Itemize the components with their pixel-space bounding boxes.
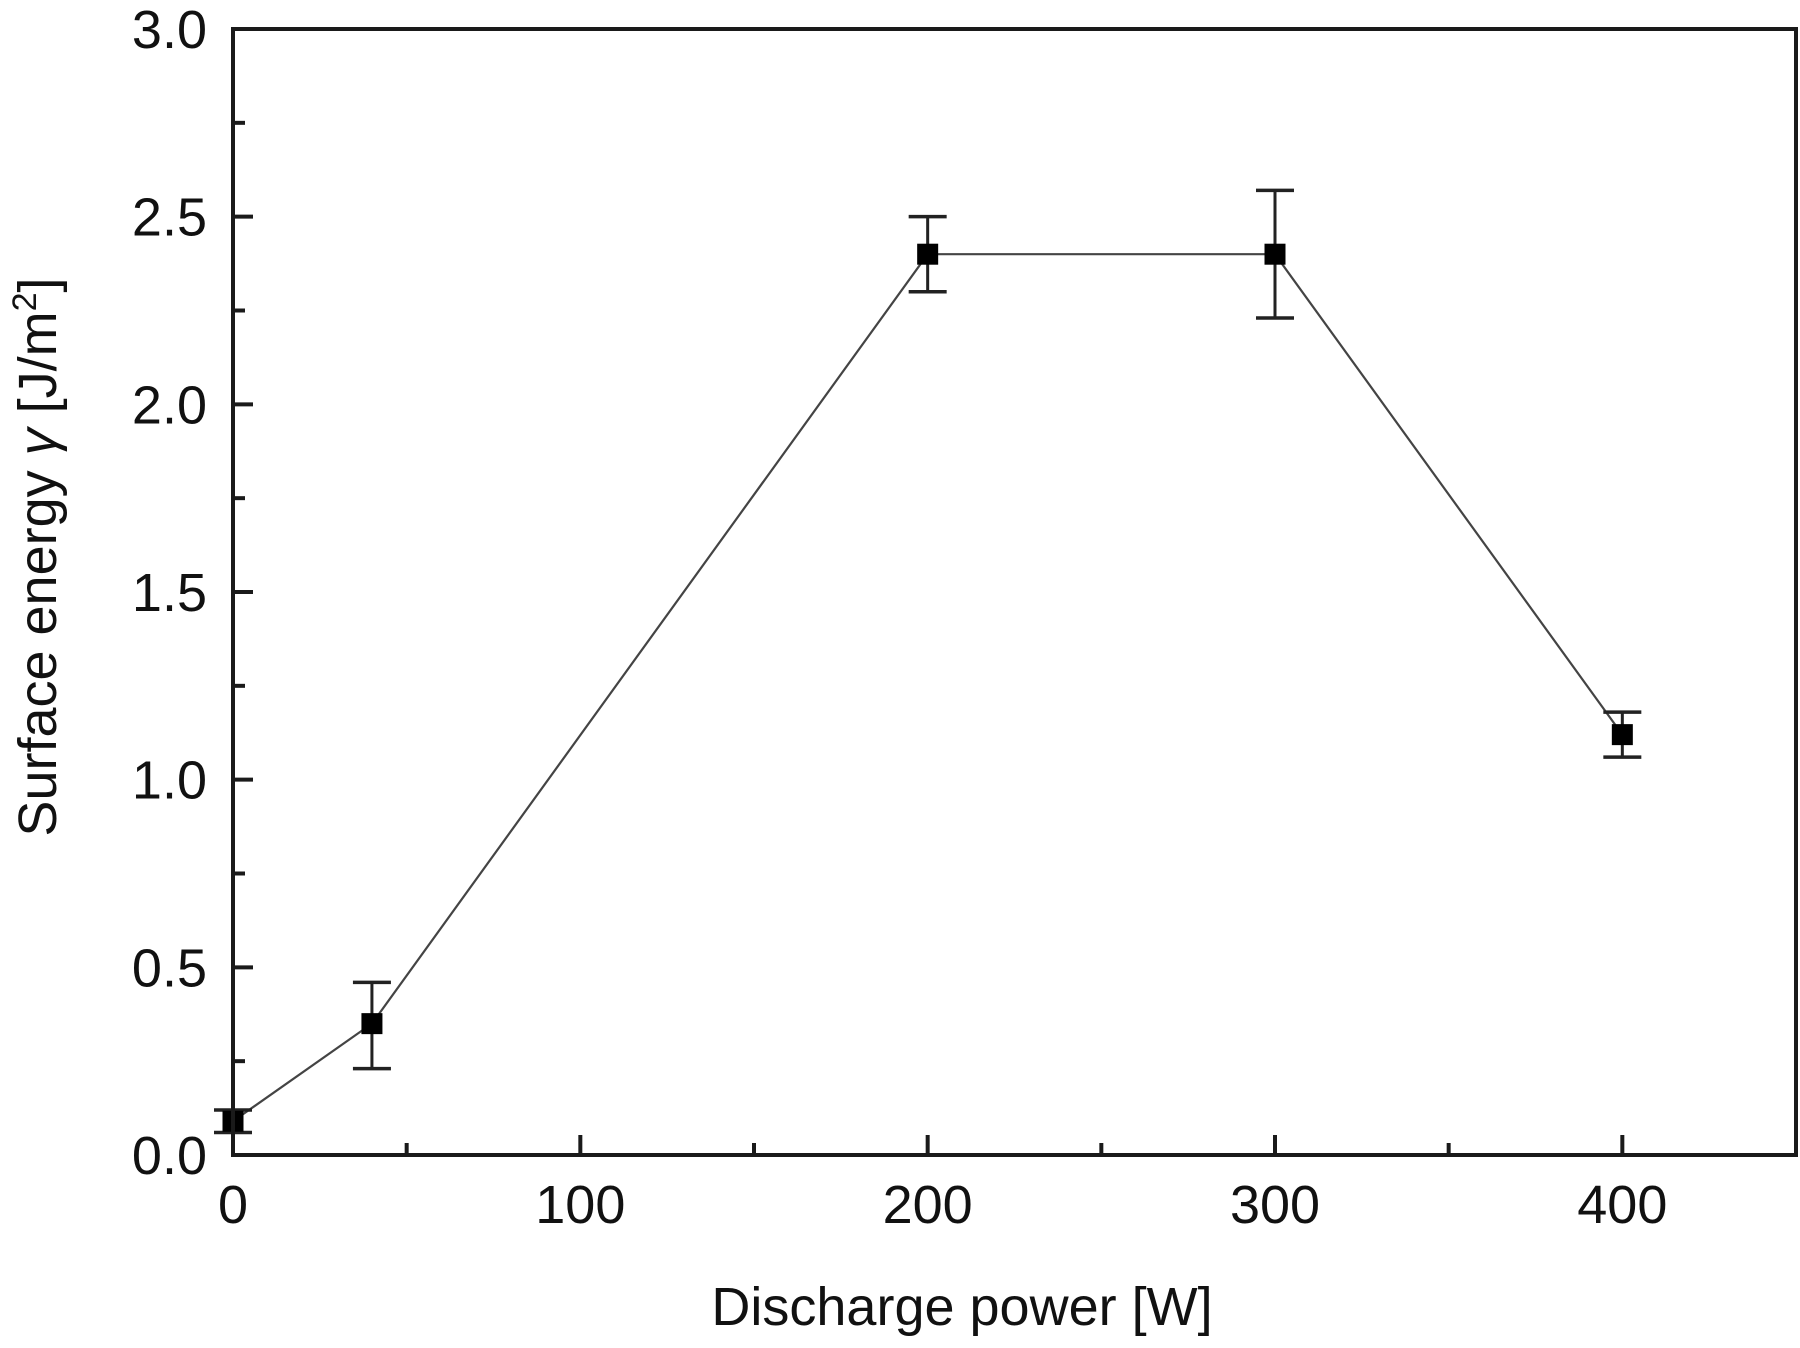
y-tick-label: 1.5 bbox=[132, 563, 207, 623]
y-axis-label: Surface energy γ [J/m2] bbox=[6, 277, 68, 836]
y-tick-label: 2.5 bbox=[132, 188, 207, 248]
y-axis-label-unit-close: ] bbox=[8, 277, 68, 292]
y-axis-label-main: Surface energy bbox=[8, 455, 68, 836]
data-series bbox=[214, 188, 1642, 1135]
y-axis-ticks: 0.0 0.5 1.0 1.5 2.0 2.5 3.0 bbox=[132, 0, 253, 1186]
square-marker bbox=[1611, 724, 1633, 746]
square-marker bbox=[917, 243, 939, 265]
y-axis-label-superscript: 2 bbox=[6, 292, 44, 311]
x-tick-label: 100 bbox=[535, 1175, 625, 1235]
x-tick-label: 0 bbox=[218, 1175, 248, 1235]
data-point bbox=[1256, 188, 1294, 320]
y-tick-label: 1.0 bbox=[132, 751, 207, 811]
x-tick-label: 200 bbox=[883, 1175, 973, 1235]
x-axis-ticks: 0 100 200 300 400 bbox=[218, 1135, 1667, 1235]
x-tick-label: 400 bbox=[1577, 1175, 1667, 1235]
series-line bbox=[232, 253, 1624, 1123]
data-point bbox=[1603, 710, 1642, 759]
data-point bbox=[908, 214, 947, 294]
y-tick-label: 0.5 bbox=[132, 938, 207, 998]
square-marker bbox=[361, 1013, 383, 1035]
y-axis-label-symbol: γ bbox=[8, 425, 68, 455]
y-tick-label: 2.0 bbox=[132, 375, 207, 435]
x-tick-label: 300 bbox=[1230, 1175, 1320, 1235]
axis-frame bbox=[231, 27, 1798, 1157]
square-marker bbox=[1264, 243, 1286, 265]
data-point bbox=[352, 980, 391, 1071]
x-axis-label: Discharge power [W] bbox=[711, 1277, 1212, 1337]
y-tick-label: 0.0 bbox=[132, 1126, 207, 1186]
y-tick-label: 3.0 bbox=[132, 0, 207, 60]
y-axis-label-unit: [J/m bbox=[8, 311, 68, 428]
